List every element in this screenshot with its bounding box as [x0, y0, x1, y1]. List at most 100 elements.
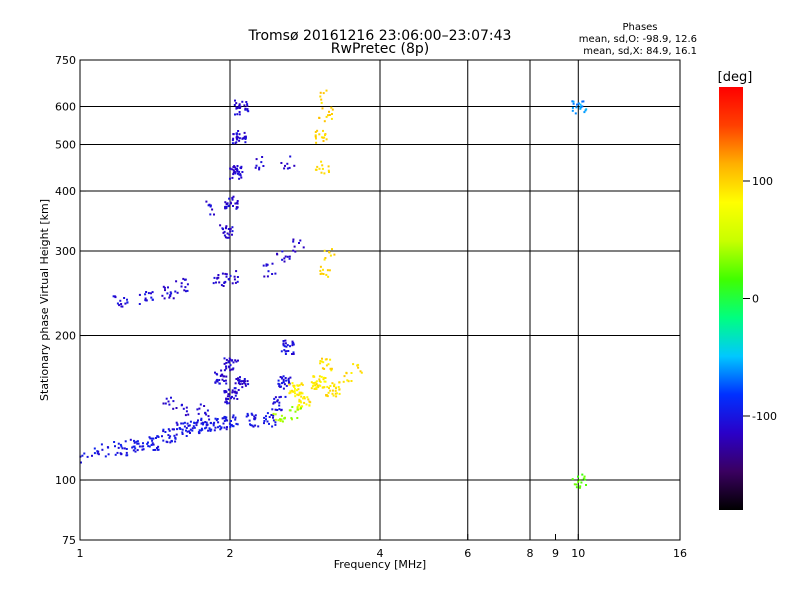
data-point	[132, 449, 135, 452]
data-point	[292, 240, 295, 243]
data-point	[211, 208, 214, 211]
data-point	[289, 390, 292, 393]
data-point	[222, 422, 225, 425]
data-point	[188, 430, 191, 433]
data-point	[282, 375, 285, 378]
data-point	[241, 171, 244, 173]
data-point	[162, 439, 165, 442]
data-point	[189, 432, 191, 434]
data-point	[298, 399, 301, 402]
data-point	[206, 409, 209, 412]
data-point	[293, 386, 296, 388]
data-point	[254, 166, 257, 169]
data-point	[316, 384, 319, 387]
data-point	[117, 442, 120, 445]
data-point	[273, 397, 276, 400]
data-point	[181, 433, 184, 435]
data-point	[236, 398, 239, 400]
data-point	[226, 419, 229, 422]
data-point	[245, 415, 248, 418]
data-point	[195, 424, 198, 427]
data-point	[164, 289, 166, 292]
data-point	[575, 486, 578, 489]
data-point	[161, 435, 163, 438]
data-point	[91, 454, 93, 457]
data-point	[171, 440, 173, 443]
data-point	[247, 383, 250, 386]
data-point	[156, 448, 159, 451]
data-point	[232, 166, 235, 168]
data-point	[245, 101, 248, 103]
data-point	[583, 111, 586, 114]
data-point	[360, 371, 363, 374]
data-point	[208, 427, 211, 430]
data-point	[184, 414, 187, 417]
data-point	[218, 425, 221, 428]
data-point	[331, 382, 334, 385]
data-point	[337, 386, 340, 388]
data-point	[300, 391, 303, 394]
data-point	[225, 367, 228, 370]
data-point	[224, 227, 227, 230]
data-point	[263, 416, 266, 419]
data-point	[328, 114, 331, 116]
data-point	[235, 106, 238, 109]
data-point	[238, 378, 241, 381]
data-point	[297, 408, 300, 411]
data-point	[227, 393, 230, 396]
data-point	[315, 137, 317, 140]
data-point	[100, 443, 103, 446]
data-point	[232, 171, 235, 174]
data-point	[151, 298, 154, 301]
data-point	[234, 166, 236, 169]
data-point	[324, 377, 327, 379]
data-point	[227, 228, 230, 230]
data-point	[225, 428, 228, 431]
data-point	[226, 232, 229, 235]
data-point	[210, 428, 213, 431]
data-point	[229, 227, 232, 230]
data-point	[314, 384, 316, 387]
data-point	[573, 483, 576, 486]
data-point	[330, 117, 333, 120]
data-point	[232, 173, 235, 176]
data-point	[235, 141, 238, 144]
data-point	[292, 249, 295, 252]
data-point	[316, 165, 319, 168]
data-point	[243, 135, 246, 138]
data-point	[209, 204, 212, 207]
data-point	[329, 254, 332, 257]
data-point	[204, 427, 206, 430]
data-point	[294, 250, 297, 253]
data-point	[169, 295, 172, 297]
data-point	[228, 357, 231, 360]
x-tick-label: 2	[227, 547, 234, 560]
y-tick-label: 400	[55, 185, 76, 198]
data-point	[258, 168, 261, 171]
data-point	[294, 410, 297, 413]
data-point	[200, 419, 203, 421]
data-point	[174, 437, 177, 440]
data-point	[328, 171, 330, 173]
data-point	[216, 418, 219, 420]
data-point	[202, 422, 205, 425]
data-point	[278, 404, 281, 407]
data-point	[323, 172, 326, 175]
data-point	[237, 106, 240, 109]
data-point	[286, 344, 289, 347]
data-point	[272, 402, 275, 405]
data-point	[229, 364, 232, 367]
data-point	[272, 419, 275, 422]
data-point	[323, 376, 325, 379]
data-point	[228, 236, 230, 239]
data-point	[239, 105, 242, 108]
data-point	[246, 412, 249, 415]
data-point	[277, 382, 280, 385]
data-point	[291, 353, 293, 355]
data-point	[235, 206, 238, 209]
data-point	[314, 131, 317, 133]
data-point	[199, 403, 202, 406]
stats-title: Phases	[622, 22, 657, 33]
data-point	[231, 142, 234, 145]
data-point	[310, 387, 313, 390]
